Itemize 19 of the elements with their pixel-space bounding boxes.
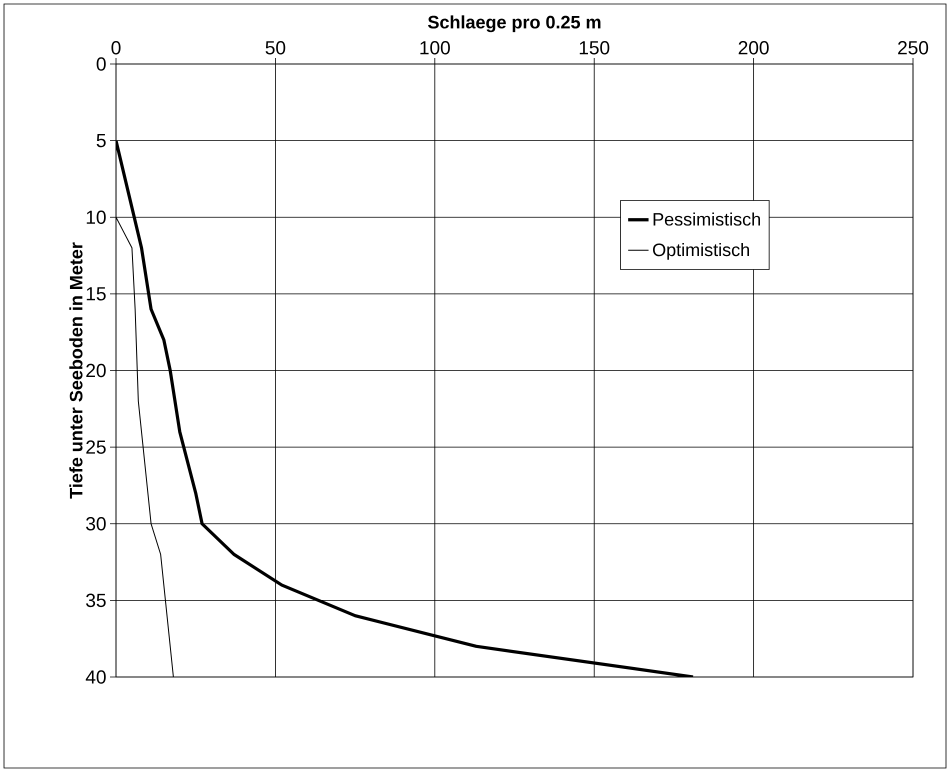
x-axis-title: Schlaege pro 0.25 m xyxy=(428,15,600,32)
y-tick-label: 35 xyxy=(86,594,106,608)
legend-label: Pessimistisch xyxy=(654,212,760,226)
x-tick-label: 100 xyxy=(420,41,450,54)
y-tick-label: 25 xyxy=(86,440,106,454)
y-axis-title: Tiefe unter Seeboden in Meter xyxy=(69,242,83,499)
x-tick-label: 200 xyxy=(738,41,769,54)
y-tick-label: 5 xyxy=(96,134,106,148)
legend-label: Optimistisch xyxy=(653,242,749,260)
y-tick-label: 40 xyxy=(86,670,106,684)
x-tick-label: 150 xyxy=(580,41,610,54)
y-tick-label: 15 xyxy=(86,287,106,300)
y-tick-label: 20 xyxy=(86,364,106,378)
x-tick-label: 0 xyxy=(111,41,121,54)
y-tick-label: 10 xyxy=(86,210,106,224)
x-tick-label: 250 xyxy=(898,41,928,54)
y-tick-label: 30 xyxy=(86,517,106,530)
x-tick-label: 50 xyxy=(266,41,286,54)
y-tick-label: 0 xyxy=(96,57,106,71)
